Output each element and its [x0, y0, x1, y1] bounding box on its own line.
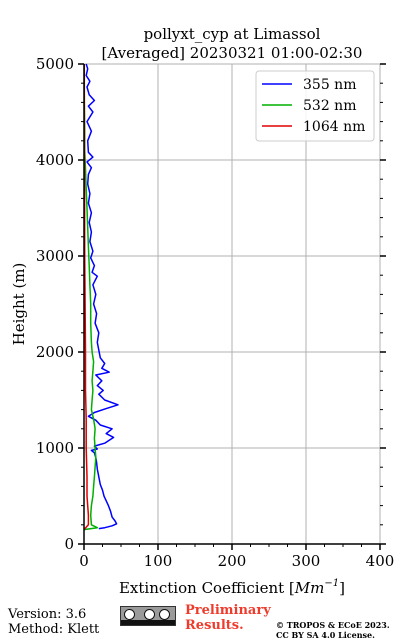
- preliminary-label: Preliminary: [185, 603, 271, 618]
- legend-label: 355 nm: [303, 77, 356, 93]
- y-tick-label: 3000: [36, 247, 74, 265]
- y-tick-label: 2000: [36, 343, 74, 361]
- y-axis-label: Height (m): [10, 263, 28, 346]
- legend-box: [255, 70, 375, 142]
- x-tick-label: 100: [144, 552, 173, 570]
- version-label: Version: 3.6: [8, 607, 87, 622]
- chart-title-line1: pollyxt_cyp at Limassol: [144, 25, 321, 43]
- legend: 355 nm 532 nm 1064 nm: [255, 70, 375, 142]
- x-tick-label: 0: [79, 552, 89, 570]
- license-strip: [121, 620, 175, 625]
- series-line-532-nm: [83, 63, 99, 531]
- license-text: CC BY SA 4.0 License.: [276, 630, 375, 640]
- x-tick-label: 300: [292, 552, 321, 570]
- y-tick-label: 0: [64, 535, 74, 553]
- by-icon: [144, 609, 155, 620]
- cc-by-sa-license-badge: [120, 606, 176, 626]
- preliminary-results-label: Results.: [185, 618, 244, 633]
- y-tick-label: 1000: [36, 439, 74, 457]
- chart-title-line2: [Averaged] 20230321 01:00-02:30: [102, 44, 363, 62]
- cc-icon: [124, 609, 135, 620]
- y-tick-label: 4000: [36, 151, 74, 169]
- copyright-text: © TROPOS & ECoE 2023.: [276, 620, 390, 630]
- series-lines: [83, 63, 119, 531]
- x-axis-label: Extinction Coefficient [Mm−1]: [119, 578, 345, 597]
- x-tick-label: 400: [366, 552, 395, 570]
- sa-icon: [159, 609, 170, 620]
- legend-label: 532 nm: [303, 98, 356, 114]
- y-tick-label: 5000: [36, 55, 74, 73]
- x-tick-label: 200: [218, 552, 247, 570]
- legend-label: 1064 nm: [303, 119, 365, 135]
- method-label: Method: Klett: [8, 622, 100, 637]
- series-line-355-nm: [85, 63, 119, 530]
